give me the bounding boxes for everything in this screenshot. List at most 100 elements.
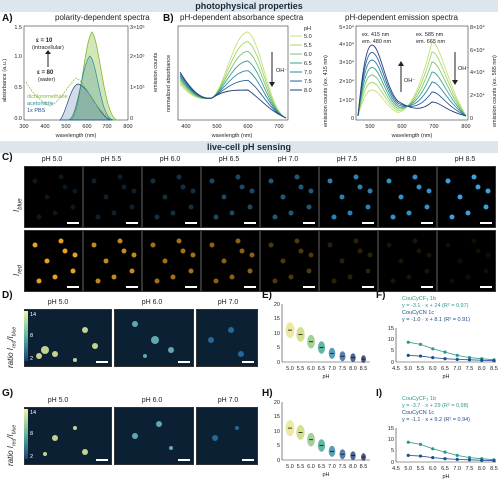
fit-line bbox=[408, 355, 495, 362]
svg-text:4×10⁴: 4×10⁴ bbox=[470, 69, 485, 76]
panel-b-abs-chart: 400 500 600 700 wavelength (nm) normaliz… bbox=[166, 25, 312, 139]
em-series-line bbox=[357, 44, 467, 117]
data-point bbox=[431, 447, 435, 451]
em-series-line bbox=[357, 67, 467, 117]
c-image-blue bbox=[142, 166, 201, 228]
a-ann-intra: (intracellular) bbox=[32, 45, 64, 51]
scatter-xtick: 7.5 bbox=[466, 466, 474, 472]
c-image-red bbox=[378, 230, 437, 292]
svg-text:15: 15 bbox=[388, 326, 394, 332]
data-point bbox=[467, 456, 472, 460]
b-ex415: ex. 415 nm bbox=[362, 32, 390, 38]
panel-e-chart: 0 5 10 15 20 pH 5.0 5.5 6.0 6.5 7.0 7.5 8.0 8.5 bbox=[274, 302, 370, 380]
svg-text:2: 2 bbox=[30, 356, 33, 361]
f-series1-name: CouCyCF₃ 1b bbox=[402, 296, 436, 302]
svg-text:2×10⁴: 2×10⁴ bbox=[470, 92, 485, 99]
g-image-ph6 bbox=[114, 407, 194, 465]
a-legend-pbs: 1x PBS bbox=[27, 108, 46, 114]
svg-text:700: 700 bbox=[274, 124, 283, 130]
f-xlabel: pH bbox=[442, 374, 449, 380]
em-series-line bbox=[357, 52, 467, 117]
svg-text:800: 800 bbox=[461, 124, 470, 130]
svg-text:6×10⁴: 6×10⁴ bbox=[470, 47, 485, 54]
svg-text:8: 8 bbox=[30, 333, 33, 339]
panel-label-c: C) bbox=[2, 152, 13, 163]
svg-text:OH⁻: OH⁻ bbox=[404, 78, 415, 84]
scatter-xtick: 7.0 bbox=[453, 466, 461, 472]
svg-text:8: 8 bbox=[30, 431, 33, 437]
violin-xtick: 8.0 bbox=[349, 366, 357, 372]
f-series1-fit: y = -3.1 · x + 24 (R² = 0.97) bbox=[402, 303, 469, 309]
violin-xtick: 5.0 bbox=[286, 366, 294, 372]
scatter-xtick: 4.5 bbox=[392, 366, 400, 372]
a-ytick-r: 1×10⁵ bbox=[130, 84, 145, 91]
data-point bbox=[480, 358, 484, 362]
c-image-blue bbox=[83, 166, 142, 228]
scatter-xtick: 8.5 bbox=[490, 466, 498, 472]
svg-text:500: 500 bbox=[212, 124, 221, 130]
scatter-xtick: 8.0 bbox=[478, 466, 486, 472]
fit-line bbox=[408, 341, 495, 361]
c-image-blue bbox=[24, 166, 83, 228]
a-legend-acn: acetonitrile bbox=[27, 101, 54, 107]
panel-a-title: polarity-dependent spectra bbox=[55, 13, 150, 22]
ph-legend-label: 5.0 bbox=[304, 34, 312, 40]
data-point bbox=[455, 357, 459, 361]
ph-legend-label: 8.0 bbox=[304, 88, 312, 94]
b-ylabel-abs: normalized absorbance bbox=[166, 55, 172, 112]
data-point bbox=[406, 453, 410, 457]
a-ytick: 1.5 bbox=[14, 25, 22, 31]
violin-xtick: 7.5 bbox=[339, 366, 347, 372]
svg-text:600: 600 bbox=[243, 124, 252, 130]
svg-text:700: 700 bbox=[429, 124, 438, 130]
c-image-red bbox=[83, 230, 142, 292]
em-series-line bbox=[357, 51, 467, 117]
g-colorbar: 14 8 2 bbox=[24, 409, 36, 459]
svg-text:600: 600 bbox=[397, 124, 406, 130]
scatter-xtick: 5.5 bbox=[417, 466, 425, 472]
d-ylabel: ratio Ired/Iblue bbox=[6, 326, 18, 368]
violin-xtick: 6.5 bbox=[318, 366, 326, 372]
c-ph-header: pH 6.0 bbox=[159, 156, 181, 163]
data-point bbox=[418, 354, 423, 358]
svg-text:14: 14 bbox=[30, 410, 36, 416]
svg-text:15: 15 bbox=[388, 426, 394, 432]
scatter-xtick: 7.0 bbox=[453, 366, 461, 372]
panel-b-em-chart: 500 600 700 800 wavelength (nm) 0 1×10⁴ … bbox=[323, 24, 498, 139]
data-point bbox=[418, 442, 423, 446]
a-ylabel-right: emission counts bbox=[153, 52, 159, 92]
c-image-red bbox=[260, 230, 319, 292]
svg-text:20: 20 bbox=[274, 302, 280, 308]
svg-text:0: 0 bbox=[391, 360, 394, 366]
b-ph-title: pH bbox=[304, 26, 311, 32]
i-xlabel: pH bbox=[442, 474, 449, 480]
banner-photophysical: photophysical properties bbox=[0, 0, 498, 12]
a-xlabel: wavelength (nm) bbox=[55, 133, 97, 139]
a-xtick: 600 bbox=[82, 124, 91, 130]
em-series-line bbox=[357, 41, 467, 117]
c-image-red bbox=[319, 230, 378, 292]
c-image-blue bbox=[437, 166, 496, 228]
a-legend-dcm: dichloromethane bbox=[27, 94, 68, 100]
panel-label-g: G) bbox=[2, 388, 14, 399]
b-ex585: ex. 585 nm bbox=[416, 32, 444, 38]
panel-label-d: D) bbox=[2, 290, 13, 301]
a-ann-eps10: ε = 10 bbox=[36, 38, 53, 44]
c-ph-header: pH 8.5 bbox=[454, 156, 476, 163]
abs-series-line bbox=[179, 71, 287, 119]
g-ylabel: ratio Ired/Iblue bbox=[6, 424, 18, 466]
b-oh-label: OH⁻ bbox=[276, 68, 287, 74]
data-point bbox=[455, 457, 459, 461]
data-point bbox=[455, 453, 459, 457]
scatter-xtick: 5.0 bbox=[404, 466, 412, 472]
violin-xtick: 6.5 bbox=[318, 464, 326, 470]
c-image-red bbox=[142, 230, 201, 292]
data-point bbox=[406, 340, 410, 344]
banner-livecell: live-cell pH sensing bbox=[0, 141, 498, 153]
b-ylabel-em-right: emission counts (ex. 585 nm) bbox=[492, 55, 498, 127]
c-row-label-red: Ired bbox=[12, 265, 24, 276]
data-point bbox=[406, 440, 410, 444]
c-row-label-blue: Iblue bbox=[12, 198, 24, 212]
panel-label-f: F) bbox=[376, 290, 386, 301]
violin-xtick: 6.0 bbox=[307, 366, 315, 372]
